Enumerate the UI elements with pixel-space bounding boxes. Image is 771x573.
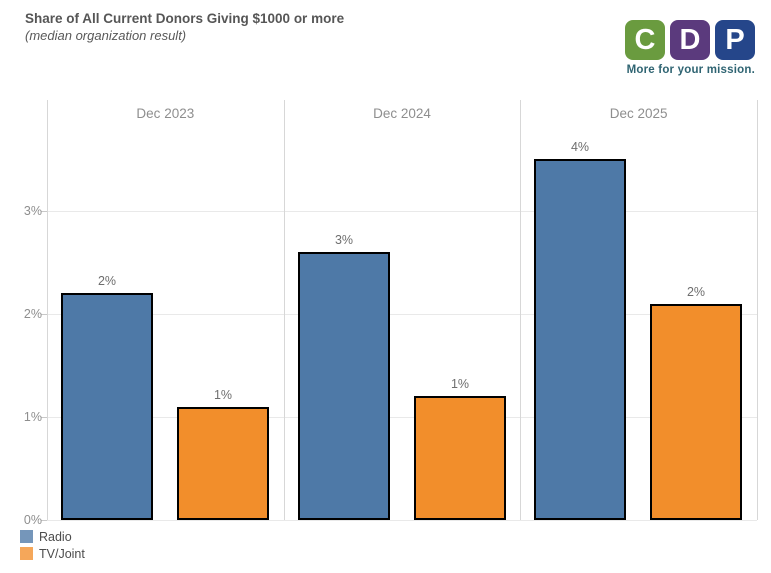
bar-value-label-tv-joint-dec-2023: 1% [213, 388, 233, 402]
y-gridline [47, 417, 757, 418]
y-gridline [47, 314, 757, 315]
y-axis-line [47, 100, 48, 520]
legend-item-label: Radio [39, 529, 72, 544]
panel-divider [283, 100, 285, 520]
panel-divider [520, 100, 522, 520]
y-tick-label: 2% [23, 307, 42, 321]
bar-tv-joint-dec-2025 [650, 304, 742, 520]
bar-value-label-radio-dec-2023: 2% [97, 274, 117, 288]
legend-item-radio: Radio [20, 528, 85, 545]
legend-item-tv-joint: TV/Joint [20, 545, 85, 562]
logo-tagline: More for your mission. [626, 64, 755, 76]
y-gridline [47, 520, 757, 521]
bar-value-label-radio-dec-2025: 4% [570, 140, 590, 154]
bar-radio-dec-2023 [61, 293, 153, 520]
bar-value-label-tv-joint-dec-2024: 1% [450, 377, 470, 391]
logo-letter-c: C [625, 20, 665, 60]
legend-swatch-radio [20, 530, 33, 543]
logo-letter-d: D [670, 20, 710, 60]
bar-radio-dec-2024 [298, 252, 390, 520]
panel-header-dec-2023: Dec 2023 [136, 106, 195, 121]
y-tick [41, 211, 47, 212]
legend-swatch-tv-joint [20, 547, 33, 560]
page-title: Share of All Current Donors Giving $1000… [25, 11, 345, 26]
legend: Radio TV/Joint [20, 528, 85, 562]
y-tick [41, 314, 47, 315]
panel-header-dec-2025: Dec 2025 [609, 106, 668, 121]
y-gridline [47, 211, 757, 212]
bar-value-label-radio-dec-2024: 3% [334, 233, 354, 247]
y-tick-label: 3% [23, 204, 42, 218]
y-tick-label: 0% [23, 513, 42, 527]
panel-divider [757, 100, 758, 520]
y-tick [41, 417, 47, 418]
bar-tv-joint-dec-2024 [414, 396, 506, 520]
logo-letter-p: P [715, 20, 755, 60]
y-tick-label: 1% [23, 410, 42, 424]
panel-header-dec-2024: Dec 2024 [373, 106, 431, 121]
bar-radio-dec-2025 [534, 159, 626, 520]
legend-item-label: TV/Joint [39, 546, 85, 561]
y-tick [41, 520, 47, 521]
bar-value-label-tv-joint-dec-2025: 2% [686, 285, 706, 299]
page-subtitle: (median organization result) [25, 28, 187, 43]
bar-tv-joint-dec-2023 [177, 407, 269, 520]
